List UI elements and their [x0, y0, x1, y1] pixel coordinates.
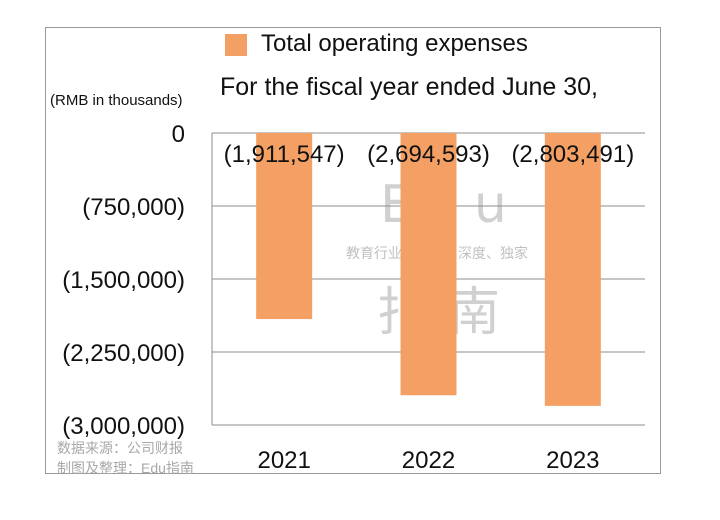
- data-label-2022: (2,694,593): [367, 141, 490, 168]
- unit-note: (RMB in thousands): [50, 92, 183, 109]
- y-tick-label: 0: [172, 121, 185, 148]
- legend-label: Total operating expenses: [261, 30, 528, 57]
- chart-title: For the fiscal year ended June 30,: [220, 73, 599, 101]
- legend-swatch: [225, 34, 247, 56]
- data-label-2023: (2,803,491): [511, 141, 634, 168]
- bar-2022: [400, 133, 457, 396]
- credit-note: 制图及整理：Edu指南: [57, 460, 194, 476]
- x-tick-label-2021: 2021: [257, 447, 310, 474]
- data-label-2021: (1,911,547): [224, 141, 345, 168]
- y-tick-label: (750,000): [82, 194, 185, 221]
- bar-2021: [256, 133, 313, 320]
- bar-2023: [544, 133, 601, 406]
- y-tick-label: (2,250,000): [62, 340, 185, 367]
- x-tick-label-2022: 2022: [402, 447, 455, 474]
- chart-frame: [45, 27, 661, 474]
- y-tick-label: (1,500,000): [62, 267, 185, 294]
- x-tick-label-2023: 2023: [546, 447, 599, 474]
- source-note: 数据来源：公司财报: [57, 440, 183, 456]
- y-tick-label: (3,000,000): [62, 413, 185, 440]
